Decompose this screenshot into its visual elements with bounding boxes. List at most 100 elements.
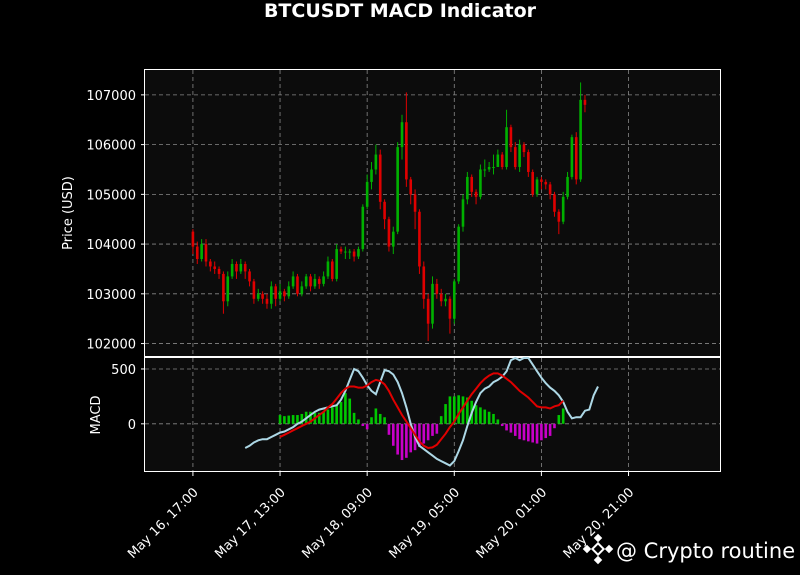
candle-body xyxy=(391,231,395,247)
candle-body xyxy=(548,184,552,195)
histogram-bar xyxy=(557,415,561,424)
histogram-bar xyxy=(505,423,508,431)
histogram-bar xyxy=(496,419,500,424)
histogram-bar xyxy=(483,409,487,424)
candle-body xyxy=(195,246,199,260)
histogram-bar xyxy=(548,423,552,436)
histogram-bar xyxy=(431,423,434,436)
candle-body xyxy=(570,137,574,177)
candle-body xyxy=(191,231,195,247)
candle-body xyxy=(326,261,330,277)
candle-body xyxy=(474,191,478,197)
candle-body xyxy=(226,276,230,302)
histogram-bar xyxy=(509,423,513,433)
candle-body xyxy=(509,127,513,148)
histogram-bar xyxy=(444,404,447,424)
histogram-bar xyxy=(448,396,452,424)
candle-body xyxy=(457,226,460,282)
histogram-bar xyxy=(283,416,286,424)
histogram-bar xyxy=(474,405,478,424)
histogram-bar xyxy=(331,407,334,424)
candle-body xyxy=(378,154,382,202)
candle-body xyxy=(256,293,260,299)
candle-body xyxy=(400,122,404,148)
histogram-bar xyxy=(357,419,360,424)
x-tick-label: May 18, 09:00 xyxy=(299,485,376,562)
macd-y-tick-label: 0 xyxy=(128,418,136,433)
candle-body xyxy=(361,206,365,250)
candle-body xyxy=(309,276,312,287)
price-y-tick-label: 106000 xyxy=(86,139,136,154)
candle-body xyxy=(479,169,482,197)
histogram-bar xyxy=(544,423,548,439)
macd-panel xyxy=(144,357,721,472)
x-axis-ticks: May 16, 17:00 May 17, 13:00 May 18, 09:00 M… xyxy=(125,471,637,562)
candle-body xyxy=(204,244,208,262)
candle-body xyxy=(383,201,386,220)
candle-body xyxy=(505,127,508,167)
histogram-bar xyxy=(352,412,356,424)
candle-body xyxy=(235,263,238,272)
candle-body xyxy=(291,276,295,287)
histogram-bar xyxy=(387,423,391,435)
candle-body xyxy=(270,286,273,304)
candle-body xyxy=(317,278,321,284)
histogram-bar xyxy=(400,423,404,461)
price-y-tick-label: 104000 xyxy=(86,238,136,253)
candle-body xyxy=(365,181,369,207)
candle-body xyxy=(313,278,317,287)
candle-body xyxy=(574,137,578,180)
candlestick-series xyxy=(191,82,587,342)
candle-body xyxy=(387,219,391,247)
histogram-bar xyxy=(513,423,517,436)
candle-body xyxy=(344,251,347,253)
macd-histogram xyxy=(278,393,565,461)
candle-body xyxy=(405,122,408,180)
candle-body xyxy=(461,199,465,227)
histogram-bar xyxy=(326,409,330,424)
macd-y-axis-label: MACD xyxy=(89,396,104,435)
histogram-bar xyxy=(335,405,338,424)
candle-body xyxy=(200,244,203,260)
candle-body xyxy=(426,298,430,324)
candle-body xyxy=(331,261,334,279)
histogram-bar xyxy=(439,416,443,424)
candle-body xyxy=(540,179,543,182)
candle-body xyxy=(435,283,439,294)
candle-body xyxy=(252,281,256,299)
candle-body xyxy=(496,154,500,167)
histogram-bar xyxy=(527,423,530,442)
histogram-bar xyxy=(322,411,325,424)
histogram-bar xyxy=(339,401,343,424)
candle-body xyxy=(583,99,587,105)
histogram-bar xyxy=(426,423,430,441)
histogram-bar xyxy=(374,408,378,424)
macd-y-ticks: 0 500 xyxy=(111,363,145,433)
candle-body xyxy=(531,171,534,195)
candle-body xyxy=(213,266,217,269)
candle-body xyxy=(409,179,413,195)
x-tick-label: May 20, 01:00 xyxy=(474,485,551,562)
histogram-bar xyxy=(405,423,408,458)
candle-body xyxy=(470,176,474,192)
histogram-bar xyxy=(317,412,321,424)
histogram-bar xyxy=(435,423,439,434)
candle-body xyxy=(274,286,277,299)
candle-body xyxy=(561,196,565,222)
histogram-bar xyxy=(492,413,495,424)
histogram-bar xyxy=(361,423,365,427)
histogram-bar xyxy=(452,396,456,424)
x-tick-label: May 16, 17:00 xyxy=(125,485,202,562)
candle-body xyxy=(348,251,352,253)
x-tick-label: May 17, 13:00 xyxy=(212,485,289,562)
candle-body xyxy=(413,194,417,212)
histogram-bar xyxy=(291,415,295,424)
candle-body xyxy=(335,249,338,279)
candle-body xyxy=(444,298,447,302)
histogram-bar xyxy=(522,423,526,441)
candle-body xyxy=(513,147,517,167)
x-tick-label: May 19, 05:00 xyxy=(387,485,464,562)
candle-body xyxy=(483,169,487,171)
histogram-bar xyxy=(370,417,373,424)
